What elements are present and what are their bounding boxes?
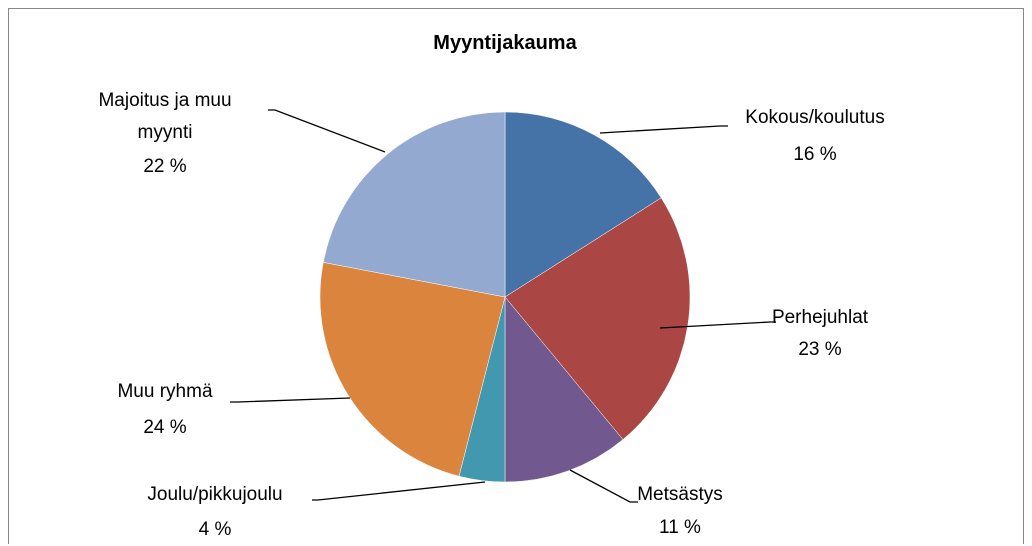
- leader-line: [659, 321, 776, 329]
- leader-line: [230, 397, 351, 403]
- pie-slice: [504, 111, 662, 298]
- chart-frame: [8, 8, 1024, 544]
- slice-percent: 4 %: [198, 519, 232, 540]
- slice-label: Joulu/pikkujoulu: [147, 484, 283, 505]
- pie-slice: [322, 111, 506, 298]
- leader-line: [268, 109, 386, 153]
- slice-percent: 22 %: [143, 156, 187, 177]
- leader-line: [569, 469, 638, 503]
- chart-title: Myyntijakauma: [433, 32, 577, 54]
- slice-label: Muu ryhmä: [117, 381, 213, 402]
- slice-percent: 24 %: [143, 417, 187, 438]
- slice-percent: 23 %: [798, 339, 842, 360]
- slice-label: Majoitus ja muu myynti: [98, 90, 232, 143]
- leader-line: [599, 125, 728, 134]
- pie-slice: [319, 262, 506, 477]
- leader-line: [312, 481, 486, 501]
- slice-label: Kokous/koulutus: [745, 107, 885, 128]
- slice-label: Metsästys: [637, 484, 723, 505]
- slice-label: Perhejuhlat: [771, 307, 869, 328]
- slice-percent: 11 %: [659, 517, 701, 538]
- pie-slice: [504, 296, 624, 483]
- slice-percent: 16 %: [793, 144, 837, 165]
